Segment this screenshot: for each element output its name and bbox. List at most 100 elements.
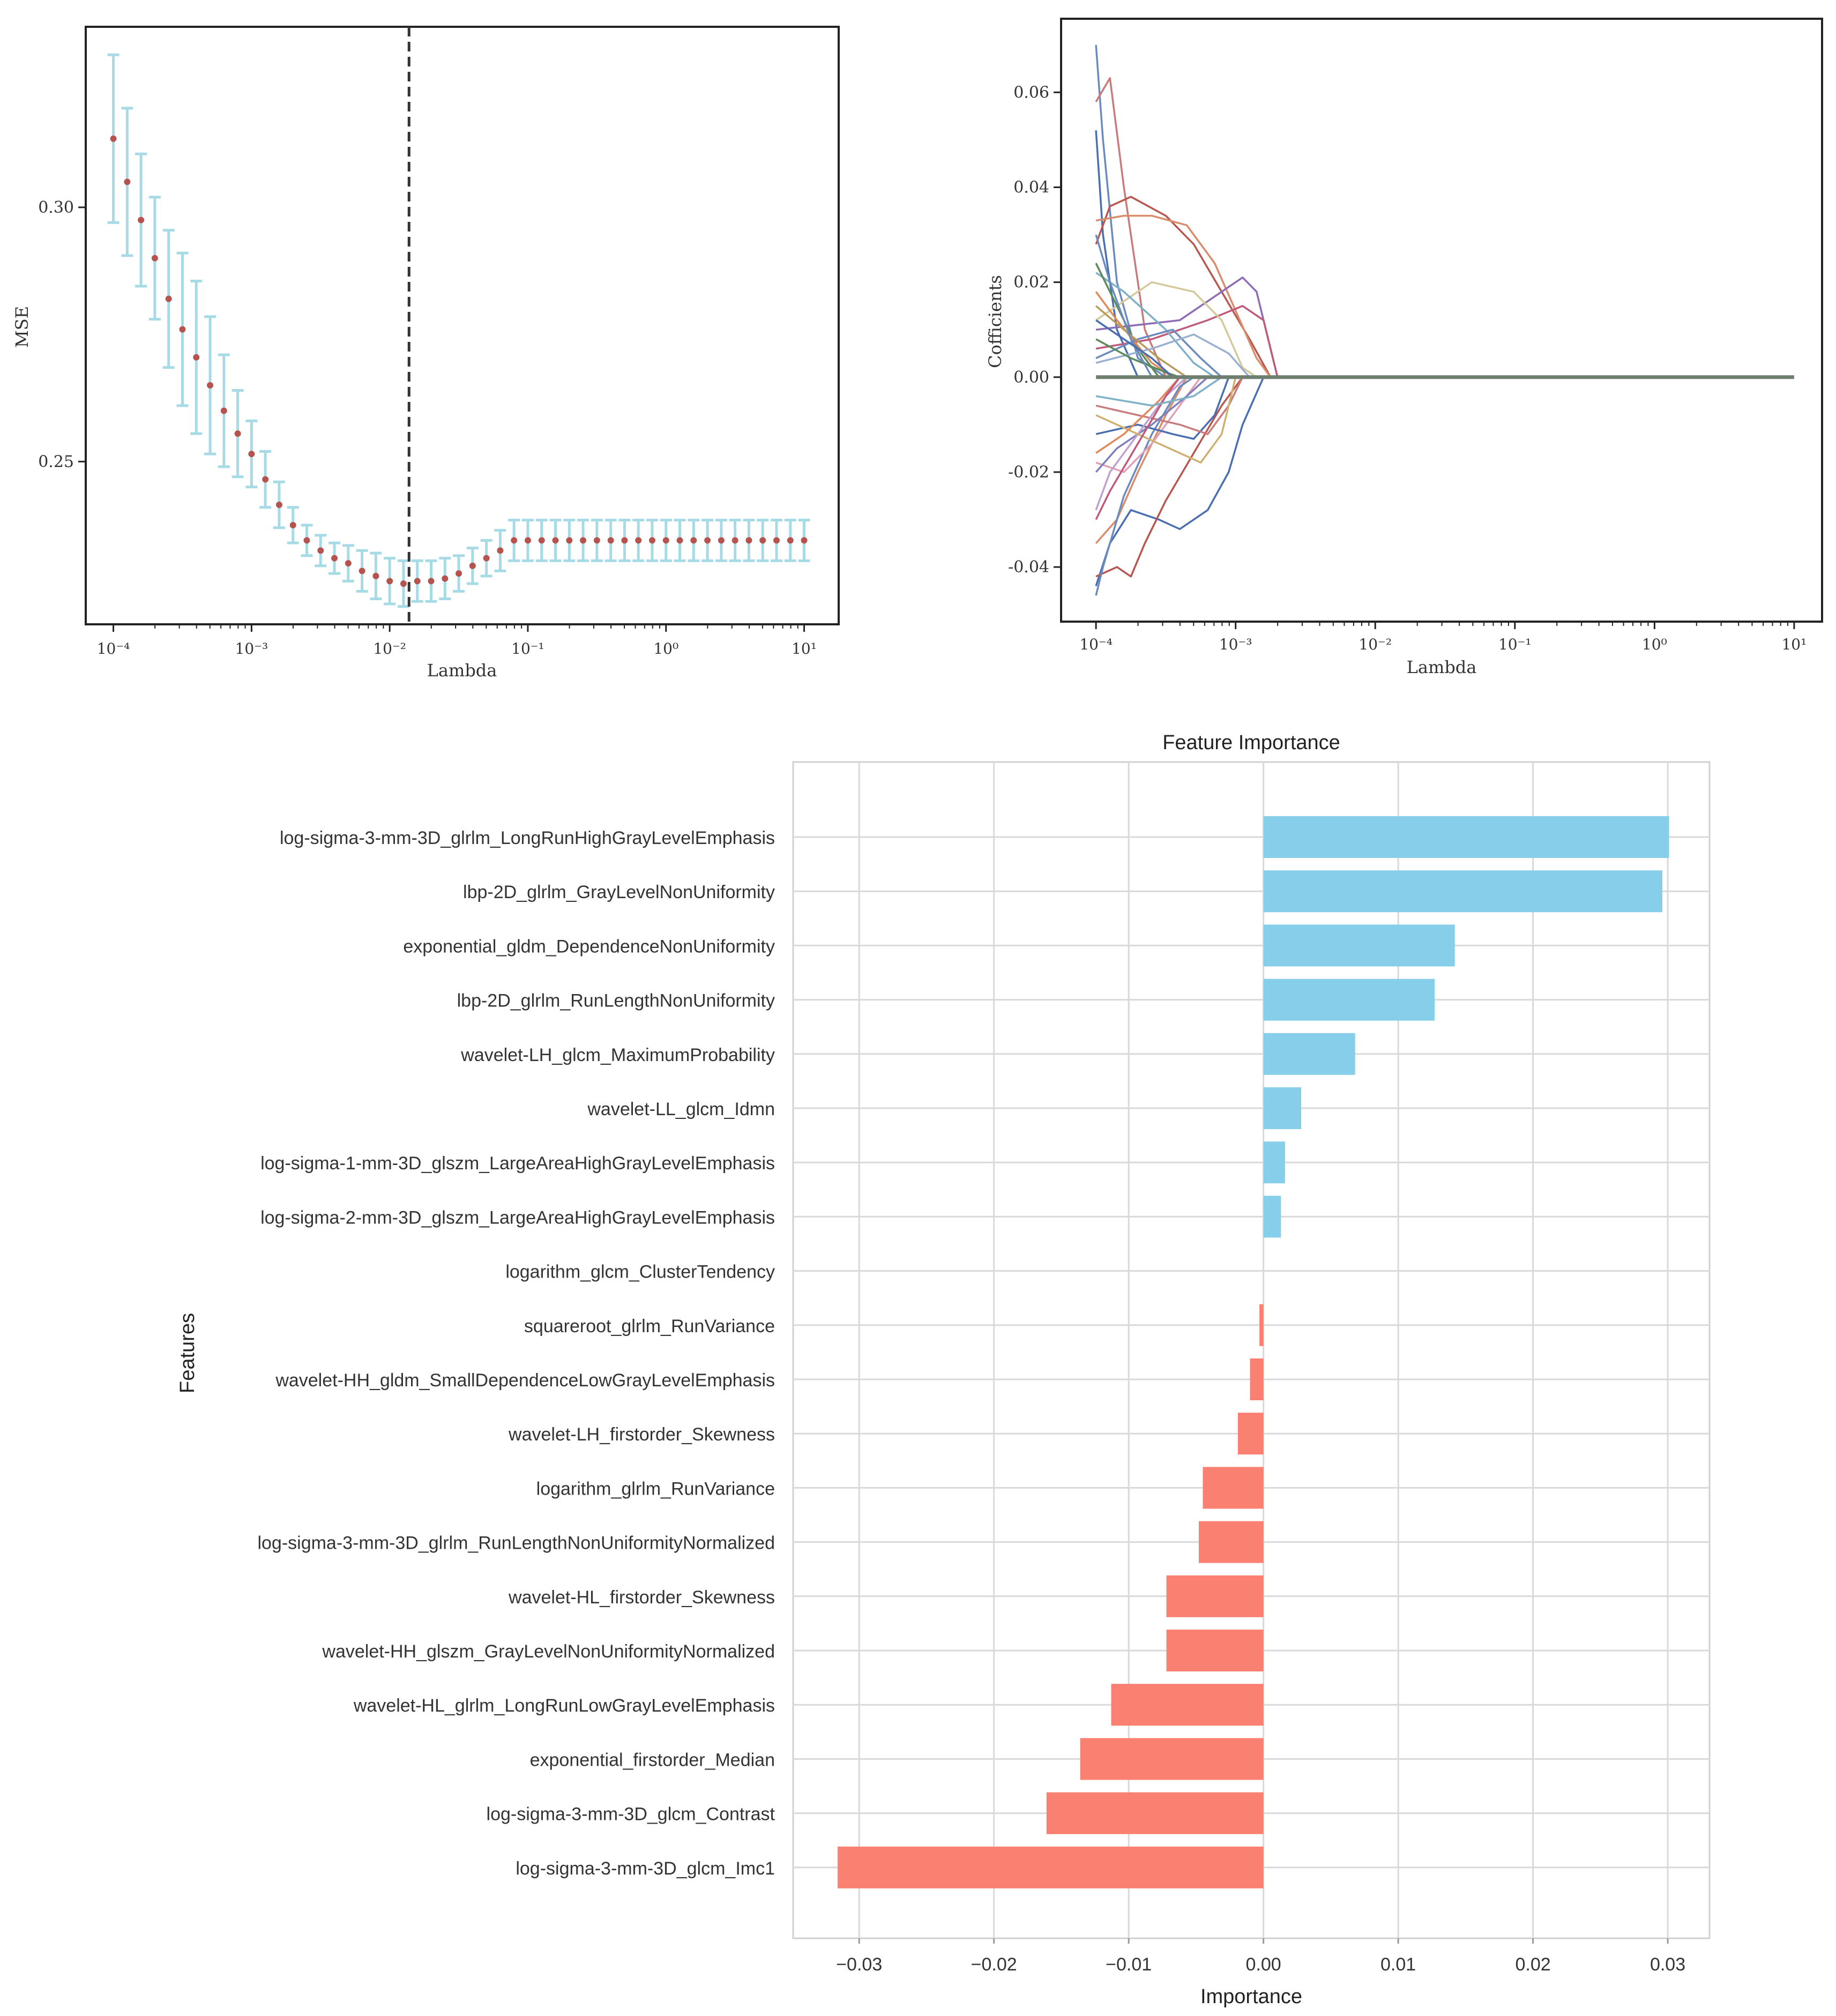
feature-label: wavelet-HH_gldm_SmallDependenceLowGrayLe… (275, 1370, 775, 1391)
importance-bar (837, 1846, 1264, 1888)
coefficient-path (1095, 281, 1257, 378)
coefficient-path (1095, 376, 1244, 578)
feature-label: log-sigma-3-mm-3D_glcm_Imc1 (516, 1858, 775, 1879)
coefficient-path (1095, 319, 1174, 378)
importance-plot-frame (792, 761, 1711, 1939)
feature-label: log-sigma-1-mm-3D_glszm_LargeAreaHighGra… (260, 1153, 775, 1174)
importance-bar (1259, 1304, 1264, 1346)
feature-label: exponential_firstorder_Median (530, 1750, 775, 1770)
mse-x-tick-label: 10⁻² (373, 640, 406, 658)
mse-x-ticks: 10⁻⁴ 10⁻³ 10⁻² 10⁻¹ 10⁰ 10¹ (97, 624, 817, 658)
mse-point (289, 521, 296, 528)
coef-y-tick-label: 0.00 (1013, 368, 1049, 387)
feature-label: wavelet-LH_firstorder_Skewness (508, 1424, 775, 1445)
coefficient-path (1095, 234, 1153, 378)
feature-label: log-sigma-3-mm-3D_glrlm_LongRunHighGrayL… (280, 828, 775, 848)
mse-point (234, 430, 241, 437)
importance-x-tick-label: 0.01 (1380, 1954, 1416, 1975)
mse-point (676, 537, 683, 544)
importance-bar (1203, 1467, 1264, 1509)
coefficient-path (1095, 376, 1222, 407)
coefficient-panel: 10⁻⁴ 10⁻³ 10⁻² 10⁻¹ 10⁰ 10¹ 0.06 0.04 0.02 0.00 -… (985, 18, 1823, 677)
coefficient-path (1095, 305, 1279, 378)
mse-x-tick-label: 10⁻¹ (511, 640, 544, 658)
mse-point (400, 580, 407, 587)
mse-point (179, 326, 186, 333)
feature-label: wavelet-HL_glrlm_LongRunLowGrayLevelEmph… (353, 1696, 775, 1716)
mse-point (566, 537, 573, 544)
importance-x-tick-label: −0.03 (836, 1954, 882, 1975)
mse-point (580, 537, 587, 544)
coefficient-path (1095, 328, 1222, 378)
mse-point (524, 537, 531, 544)
mse-point (262, 476, 269, 483)
importance-bar (1080, 1738, 1264, 1780)
mse-point (207, 382, 214, 389)
importance-x-tick-label: −0.01 (1106, 1954, 1152, 1975)
feature-label: lbp-2D_glrlm_RunLengthNonUniformity (457, 991, 775, 1011)
mse-point (648, 537, 655, 544)
mse-point (359, 568, 365, 574)
coefficient-path (1095, 377, 1265, 587)
mse-plot-frame (85, 26, 840, 625)
mse-point (345, 560, 352, 567)
mse-point (745, 537, 752, 544)
coefficient-path (1095, 214, 1272, 378)
importance-bar (1111, 1684, 1264, 1726)
coefficient-path (1095, 77, 1167, 378)
importance-bar (1263, 816, 1669, 858)
mse-point (538, 537, 545, 544)
feature-label: log-sigma-3-mm-3D_glrlm_RunLengthNonUnif… (257, 1533, 775, 1554)
mse-point (456, 570, 462, 577)
mse-point (248, 451, 255, 458)
coefficient-path (1095, 376, 1181, 454)
mse-point (635, 537, 642, 544)
mse-x-tick-label: 10⁻⁴ (97, 640, 130, 658)
mse-point (220, 407, 227, 414)
coef-y-tick-label: -0.02 (1008, 463, 1049, 482)
mse-point (759, 537, 766, 544)
feature-label: wavelet-HL_firstorder_Skewness (508, 1587, 775, 1608)
mse-points (110, 135, 808, 587)
feature-label: exponential_gldm_DependenceNonUniformity (403, 936, 775, 957)
mse-point (773, 537, 780, 544)
feature-label: log-sigma-3-mm-3D_glcm_Contrast (487, 1804, 775, 1825)
coef-y-tick-label: 0.04 (1013, 178, 1049, 197)
coefficient-path (1095, 376, 1195, 596)
coefficient-path (1095, 272, 1215, 378)
importance-bar (1237, 1413, 1264, 1455)
coef-y-tick-label: -0.04 (1008, 558, 1049, 577)
mse-point (372, 572, 379, 579)
feature-label: log-sigma-2-mm-3D_glszm_LargeAreaHighGra… (260, 1207, 775, 1228)
mse-point (193, 354, 200, 361)
mse-point (428, 578, 435, 585)
coef-y-ticks: 0.06 0.04 0.02 0.00 -0.02 -0.04 (1008, 83, 1061, 577)
importance-bars (837, 816, 1669, 1888)
importance-title: Feature Importance (1162, 731, 1340, 754)
importance-bar (1263, 979, 1435, 1021)
importance-x-tick-label: 0.02 (1515, 1954, 1550, 1975)
importance-bar (1166, 1575, 1264, 1617)
coefficient-path (1095, 376, 1181, 520)
importance-x-ticks: −0.03 −0.02 −0.01 0.00 0.01 0.02 0.03 (836, 1938, 1685, 1975)
feature-label: wavelet-LH_glcm_MaximumProbability (460, 1045, 775, 1065)
mse-x-tick-label: 10⁰ (653, 640, 678, 658)
mse-point (732, 537, 738, 544)
importance-bar (1263, 924, 1455, 967)
mse-point (704, 537, 711, 544)
importance-bar (1263, 870, 1662, 913)
feature-label: wavelet-LL_glcm_Idmn (587, 1099, 775, 1119)
mse-point (414, 578, 421, 585)
coef-x-tick-label: 10⁻⁴ (1079, 636, 1113, 653)
importance-bar (1250, 1358, 1264, 1400)
mse-point (442, 575, 449, 582)
mse-point (593, 537, 600, 544)
importance-bar (1046, 1792, 1264, 1834)
feature-label: lbp-2D_glrlm_GrayLevelNonUniformity (463, 882, 775, 902)
coef-x-ticks: 10⁻⁴ 10⁻³ 10⁻² 10⁻¹ 10⁰ 10¹ (1079, 622, 1807, 653)
mse-point (386, 578, 393, 585)
coefficient-paths (1095, 44, 1279, 596)
importance-bar (1263, 1196, 1281, 1238)
importance-bar (1263, 1141, 1285, 1184)
importance-panel: Feature Importance log-sigma-3-mm-3D_glr… (176, 731, 1711, 2008)
